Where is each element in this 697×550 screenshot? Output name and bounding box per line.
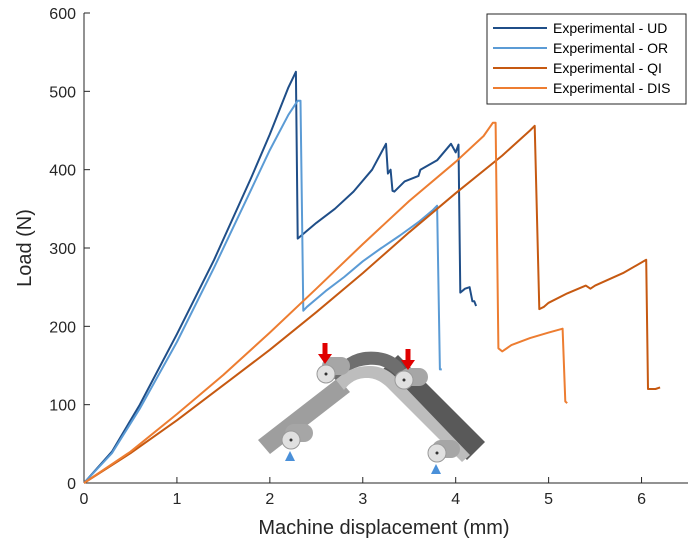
- x-axis-title: Machine displacement (mm): [258, 517, 509, 539]
- legend: Experimental - UD Experimental - OR Experi…: [486, 13, 687, 105]
- support-left-icon: [285, 451, 295, 461]
- series-line-1: [83, 70, 478, 484]
- load-arrow-left-icon: [318, 343, 332, 364]
- series-line-4: [83, 121, 568, 484]
- x-tick-label: 5: [544, 491, 553, 508]
- three-point-bending-diagram-icon: [258, 343, 485, 474]
- y-tick-label: 500: [49, 84, 76, 101]
- support-right-icon: [431, 464, 441, 474]
- roller-bottom-left: [281, 424, 313, 450]
- x-tick-label: 6: [637, 491, 646, 508]
- roller-bottom-right: [427, 440, 460, 463]
- load-arrow-right-icon: [401, 349, 415, 370]
- legend-label: Experimental - QI: [553, 60, 662, 76]
- series-line-3: [83, 124, 661, 484]
- y-tick-label: 200: [49, 319, 76, 336]
- legend-label: Experimental - UD: [553, 20, 667, 36]
- x-tick-label: 4: [451, 491, 460, 508]
- x-tick-label: 3: [358, 491, 367, 508]
- y-tick-label: 100: [49, 398, 76, 415]
- y-tick-label: 600: [49, 6, 76, 23]
- legend-label: Experimental - OR: [553, 40, 668, 56]
- y-axis-title: Load (N): [14, 209, 36, 287]
- x-tick-label: 2: [265, 491, 274, 508]
- x-tick-label: 1: [172, 491, 181, 508]
- x-tick-label: 0: [80, 491, 89, 508]
- y-tick-label: 0: [67, 476, 76, 493]
- legend-label: Experimental - DIS: [553, 80, 670, 96]
- roller-top-left: [316, 357, 350, 384]
- y-tick-label: 300: [49, 241, 76, 258]
- roller-top-right: [394, 368, 428, 390]
- series-line-2: [83, 99, 442, 484]
- y-tick-label: 400: [49, 163, 76, 180]
